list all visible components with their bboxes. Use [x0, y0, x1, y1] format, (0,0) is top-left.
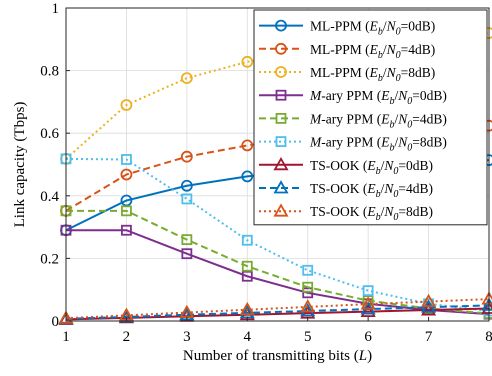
legend-label: M-ary PPM (Eb/N0=8dB)	[309, 135, 447, 154]
x-axis-label-italic: L	[358, 348, 367, 364]
legend-marker	[275, 89, 287, 101]
legend-marker	[273, 180, 289, 194]
data-point-marker	[241, 260, 253, 272]
data-point-marker	[421, 293, 437, 307]
data-point-marker	[362, 285, 374, 297]
y-tick-label: 0.4	[40, 189, 59, 205]
x-axis-label-end: )	[367, 348, 372, 364]
x-tick-label: 2	[123, 329, 131, 345]
data-point-marker	[239, 301, 255, 316]
x-tick-label: 6	[364, 329, 372, 345]
legend-entry: ML-PPM (Eb/N0=8dB)	[259, 65, 435, 84]
legend-marker	[275, 136, 287, 148]
legend-marker	[273, 156, 289, 171]
y-axis-label: Link capacity (Tbps)	[12, 102, 28, 228]
legend-marker	[275, 42, 287, 55]
legend-label: ML-PPM (Eb/N0=4dB)	[310, 42, 435, 61]
legend-marker	[275, 113, 287, 124]
series-line	[65, 307, 490, 321]
series-line	[66, 209, 490, 315]
legend-entry: ML-PPM (Eb/N0=0dB)	[259, 19, 435, 38]
data-point-marker	[300, 303, 316, 317]
data-point-marker	[181, 234, 193, 246]
legend-label: TS-OOK (Eb/N0=0dB)	[310, 158, 433, 177]
series-line	[66, 229, 490, 316]
data-point-marker	[120, 168, 133, 181]
x-tick-label: 4	[244, 329, 252, 345]
y-tick-label: 1	[52, 1, 60, 17]
legend-label: M-ary PPM (Eb/N0=0dB)	[309, 88, 447, 107]
data-point-marker	[180, 150, 193, 163]
y-tick-label: 0.2	[40, 251, 59, 267]
data-point-marker	[300, 299, 316, 313]
legend-marker	[275, 19, 287, 32]
series-line	[65, 298, 490, 320]
data-point-marker	[181, 248, 193, 260]
legend-marker	[273, 203, 289, 217]
x-axis-label-main: Number of transmitting bits (	[183, 348, 359, 364]
legend-label: ML-PPM (Eb/N0=8dB)	[310, 65, 435, 84]
x-tick-label: 3	[183, 329, 191, 345]
data-point-marker	[302, 287, 314, 299]
legend-label: TS-OOK (Eb/N0=8dB)	[310, 204, 433, 223]
data-point-marker	[121, 224, 132, 236]
axis-ticks: 1 2 3 4 5 6 7 8 0 0.2 0.4 0.6 0.8 1	[40, 1, 492, 345]
data-point-marker	[180, 179, 193, 192]
data-point-marker	[120, 99, 133, 111]
data-point-marker	[302, 281, 314, 293]
legend: ML-PPM (Eb/N0=0dB) ML-PPM (Eb/N0=4dB) ML-P…	[253, 9, 488, 226]
legend-entry: M-ary PPM (Eb/N0=4dB)	[259, 111, 447, 130]
y-tick-label: 0.8	[40, 64, 59, 80]
series-line	[65, 304, 490, 320]
legend-entry: M-ary PPM (Eb/N0=0dB)	[259, 88, 447, 107]
legend-entry: ML-PPM (Eb/N0=4dB)	[259, 42, 435, 61]
legend-entry: TS-OOK (Eb/N0=0dB)	[259, 156, 433, 177]
legend-marker	[275, 66, 287, 78]
data-point-marker	[58, 310, 74, 324]
x-axis-label: Number of transmitting bits (L)	[183, 348, 372, 364]
x-tick-label: 8	[485, 329, 492, 345]
plot-area-frame	[65, 7, 490, 322]
data-point-marker	[241, 270, 253, 282]
legend-label: TS-OOK (Eb/N0=4dB)	[310, 181, 433, 200]
data-point-marker	[360, 303, 376, 318]
x-tick-label: 1	[62, 329, 70, 345]
data-point-marker	[181, 193, 193, 205]
data-point-marker	[121, 205, 132, 217]
data-point-marker	[241, 139, 254, 152]
data-point-marker	[241, 234, 253, 246]
y-tick-label: 0	[52, 314, 60, 330]
data-point-marker	[121, 154, 132, 165]
data-point-marker	[421, 302, 437, 316]
x-tick-label: 7	[425, 329, 433, 345]
data-point-marker	[241, 55, 254, 68]
data-point-marker	[241, 170, 254, 183]
legend-label: M-ary PPM (Eb/N0=4dB)	[309, 111, 447, 130]
legend-entry: TS-OOK (Eb/N0=4dB)	[259, 180, 433, 200]
legend-entry: TS-OOK (Eb/N0=8dB)	[259, 203, 433, 223]
legend-label: ML-PPM (Eb/N0=0dB)	[310, 19, 435, 38]
data-point-marker	[360, 296, 376, 310]
x-tick-label: 5	[304, 329, 312, 345]
y-tick-label: 0.6	[40, 126, 59, 142]
data-point-marker	[180, 72, 193, 85]
data-point-marker	[302, 264, 314, 276]
legend-entry: M-ary PPM (Eb/N0=8dB)	[259, 135, 447, 154]
